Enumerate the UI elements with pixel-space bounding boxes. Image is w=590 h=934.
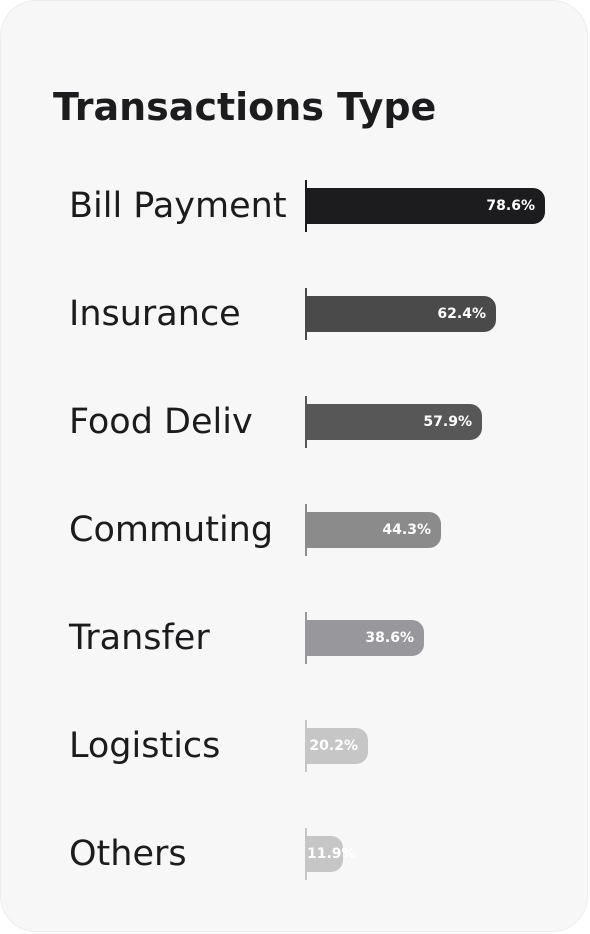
bar-value-label: 11.9% xyxy=(307,846,356,862)
chart-row: Insurance 62.4% xyxy=(1,286,589,342)
category-label: Commuting xyxy=(69,510,274,550)
category-label: Logistics xyxy=(69,726,221,766)
axis-tick xyxy=(305,828,307,880)
chart-row: Logistics 20.2% xyxy=(1,718,589,774)
chart-row: Commuting 44.3% xyxy=(1,502,589,558)
bar-value-label: 57.9% xyxy=(423,414,472,430)
chart-row: Food Deliv 57.9% xyxy=(1,394,589,450)
category-label: Transfer xyxy=(69,618,210,658)
bar xyxy=(307,296,496,332)
chart-row: Transfer 38.6% xyxy=(1,610,589,666)
category-label: Bill Payment xyxy=(69,186,287,226)
bar xyxy=(307,404,482,440)
axis-tick xyxy=(305,504,307,556)
bar-value-label: 78.6% xyxy=(486,198,535,214)
bar-value-label: 44.3% xyxy=(382,522,431,538)
bar xyxy=(307,512,441,548)
bar-value-label: 62.4% xyxy=(437,306,486,322)
category-label: Others xyxy=(69,834,187,874)
chart-row: Bill Payment 78.6% xyxy=(1,178,589,234)
bar-value-label: 20.2% xyxy=(309,738,358,754)
bar-value-label: 38.6% xyxy=(365,630,414,646)
bar xyxy=(307,728,368,764)
axis-tick xyxy=(305,720,307,772)
bar xyxy=(307,188,545,224)
axis-tick xyxy=(305,288,307,340)
axis-tick xyxy=(305,396,307,448)
category-label: Food Deliv xyxy=(69,402,253,442)
chart-row: Others 11.9% xyxy=(1,826,589,882)
axis-tick xyxy=(305,180,307,232)
bar xyxy=(307,620,424,656)
bar xyxy=(307,836,343,872)
axis-tick xyxy=(305,612,307,664)
category-label: Insurance xyxy=(69,294,241,334)
card-title: Transactions Type xyxy=(53,85,437,129)
